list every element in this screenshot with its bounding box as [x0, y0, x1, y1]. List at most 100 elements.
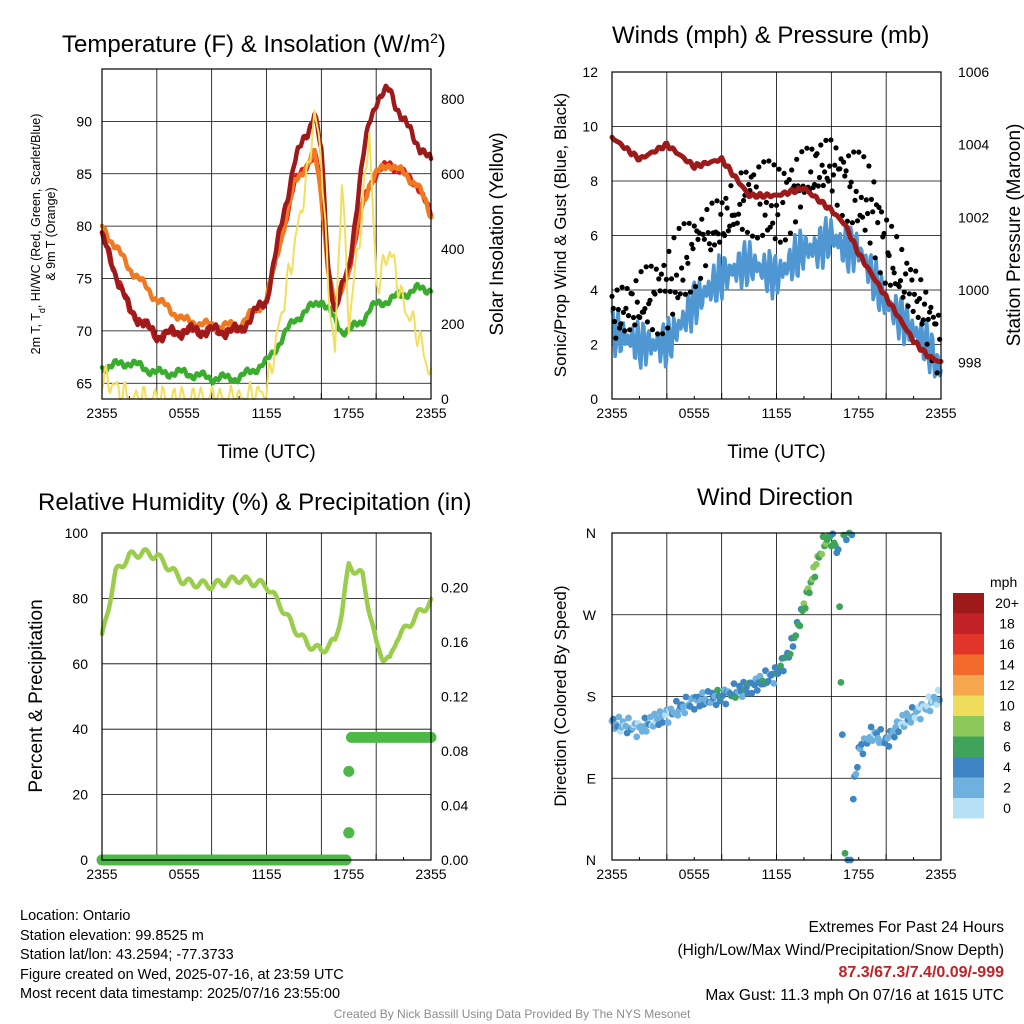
series-line-hi-wc	[99, 83, 434, 344]
footer-latlon: Station lat/lon: 43.2594; -77.3733	[20, 947, 234, 964]
gust-point	[722, 232, 728, 239]
gust-point	[891, 270, 897, 276]
winds-chart-title: Winds (mph) & Pressure (mb)	[612, 22, 930, 49]
direction-point	[673, 697, 680, 705]
direction-point	[867, 723, 875, 731]
gust-point	[862, 227, 868, 233]
insolation-y2-tick-label: 600	[441, 166, 465, 182]
gust-point	[797, 204, 804, 210]
speed-legend-swatch	[953, 716, 984, 737]
gust-point	[827, 163, 833, 169]
direction-point	[740, 678, 747, 686]
gust-point	[867, 240, 873, 246]
winds-x-tick-label: 1155	[761, 405, 791, 421]
gust-point	[901, 289, 907, 295]
gust-point	[930, 314, 937, 320]
gust-point	[687, 289, 694, 295]
gust-point	[617, 325, 623, 331]
gust-point	[711, 242, 718, 248]
direction-point	[895, 728, 902, 736]
gust-point	[908, 267, 914, 273]
gust-point	[685, 260, 691, 266]
gust-point	[676, 225, 682, 231]
winds-y-tick-label: 0	[590, 391, 598, 407]
footer-created: Figure created on Wed, 2025-07-16, at 23…	[20, 966, 344, 983]
humidity-x-tick-label: 2355	[86, 866, 117, 882]
temperature-chart-title: Temperature (F) & Insolation (W/m2)	[62, 30, 446, 59]
gust-point	[856, 149, 862, 155]
direction-point	[858, 740, 865, 748]
gust-point	[624, 285, 630, 292]
gust-point	[692, 283, 699, 290]
gust-point	[619, 284, 625, 290]
gust-point	[904, 260, 910, 266]
gust-point	[832, 162, 838, 168]
insolation-y2-tick-label: 0	[441, 391, 449, 407]
direction-point	[911, 714, 919, 722]
pressure-y2-tick-label: 998	[958, 355, 982, 371]
max-gust: Max Gust: 11.3 mph On 07/16 at 1615 UTC	[705, 986, 1004, 1004]
humidity-chart-title: Relative Humidity (%) & Precipitation (i…	[38, 489, 472, 516]
direction-point	[633, 733, 641, 741]
gust-point	[768, 203, 775, 209]
gust-point	[804, 145, 810, 151]
gust-point	[863, 197, 869, 203]
gust-point	[791, 183, 797, 189]
gust-point	[809, 146, 815, 152]
gust-point	[816, 174, 823, 181]
humidity-y-axis-label: Percent & Precipitation	[26, 599, 47, 792]
precipitation-point	[343, 827, 355, 839]
humidity-x-tick-label: 2355	[415, 866, 446, 882]
gust-point	[924, 341, 930, 347]
gust-point	[767, 224, 773, 230]
gust-point	[749, 233, 756, 239]
winds-plot-frame	[611, 71, 942, 400]
gust-point	[920, 317, 926, 323]
temperature-plot-frame	[101, 68, 432, 400]
footer-elevation: Station elevation: 99.8525 m	[20, 927, 204, 944]
gust-point	[662, 288, 668, 294]
gust-point	[884, 217, 890, 223]
direction-point	[789, 643, 797, 650]
winds-y-tick-label: 2	[590, 337, 598, 353]
temperature-x-tick-label: 2355	[415, 405, 446, 421]
speed-legend-swatch	[953, 675, 984, 696]
direction-point	[682, 693, 690, 701]
insolation-y2-tick-label: 800	[441, 91, 465, 107]
speed-legend-label: 12	[999, 677, 1015, 693]
humidity-x-tick-label: 0555	[169, 866, 200, 882]
gust-point	[666, 248, 672, 254]
gust-point	[776, 166, 782, 172]
gust-point	[859, 214, 866, 220]
temperature-y-tick-label: 75	[76, 271, 92, 287]
gust-point	[789, 167, 795, 173]
winds-y-axis-label: Sonic/Prop Wind & Gust (Blue, Black)	[551, 93, 570, 377]
insolation-y2-tick-label: 400	[441, 241, 465, 257]
humidity-x-tick-label: 1755	[333, 866, 364, 882]
direction-point	[806, 589, 813, 597]
gust-point	[872, 255, 878, 261]
gust-point	[703, 263, 709, 269]
direction-point	[854, 763, 861, 771]
gust-point	[738, 170, 744, 176]
gust-point	[777, 239, 783, 245]
gust-point	[682, 291, 689, 297]
temperature-y-axis-label-line1: 2m T, Td, HI/WC (Red, Green, Scarlet/Blu…	[29, 114, 47, 355]
gust-point	[772, 236, 778, 242]
gust-point	[684, 254, 690, 260]
direction-point	[780, 667, 787, 675]
gust-point	[934, 370, 940, 376]
speed-legend-label: 14	[999, 657, 1015, 673]
gust-point	[680, 277, 686, 283]
gust-point	[851, 149, 857, 155]
gust-point	[677, 291, 683, 297]
gust-point	[865, 210, 871, 217]
gust-point	[622, 328, 628, 334]
direction-point	[818, 550, 826, 558]
gust-point	[794, 156, 800, 162]
direction-point	[642, 727, 650, 735]
speed-legend-swatch	[953, 757, 984, 778]
temperature-title-superscript: 2	[430, 30, 438, 46]
